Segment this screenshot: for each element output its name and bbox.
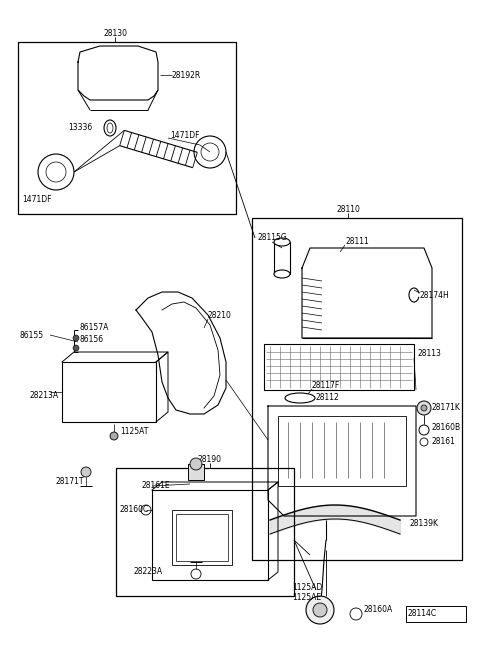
Circle shape (313, 603, 327, 617)
Text: 28213A: 28213A (30, 390, 59, 400)
Bar (406, 606, 466, 622)
Text: 86157A: 86157A (80, 323, 109, 333)
Text: 28190: 28190 (198, 455, 222, 464)
Bar (172, 510, 232, 565)
Circle shape (306, 596, 334, 624)
Text: 28115G: 28115G (258, 234, 288, 243)
Bar (264, 344, 414, 390)
Text: 13336: 13336 (68, 123, 92, 133)
Text: 28160C: 28160C (120, 506, 149, 514)
Text: 1125AE: 1125AE (292, 594, 321, 602)
Text: 28161: 28161 (432, 438, 456, 447)
Ellipse shape (274, 270, 290, 278)
Circle shape (73, 335, 79, 341)
Text: 28171K: 28171K (432, 403, 461, 413)
Circle shape (110, 432, 118, 440)
Text: 28139K: 28139K (410, 520, 439, 529)
Bar (18, 42, 236, 214)
Text: 86156: 86156 (80, 335, 104, 344)
Text: 28171T: 28171T (56, 478, 84, 487)
Circle shape (73, 345, 79, 351)
Text: 28111: 28111 (345, 237, 369, 247)
Text: 28130: 28130 (103, 30, 127, 39)
Circle shape (190, 458, 202, 470)
Circle shape (81, 467, 91, 477)
Circle shape (421, 405, 427, 411)
Bar (278, 416, 406, 486)
Text: 28160A: 28160A (364, 605, 393, 615)
Text: 1471DF: 1471DF (22, 195, 51, 205)
Text: 28110: 28110 (336, 205, 360, 215)
Bar (274, 242, 290, 274)
Circle shape (417, 401, 431, 415)
Bar (176, 514, 228, 561)
Bar (188, 464, 204, 480)
Bar (62, 362, 156, 422)
Text: 1125AT: 1125AT (120, 428, 148, 436)
Text: 28117F: 28117F (312, 382, 340, 390)
Text: 28160B: 28160B (432, 424, 461, 432)
Text: 86155: 86155 (20, 331, 44, 340)
Text: 28210: 28210 (208, 310, 232, 319)
Text: 1125AD: 1125AD (292, 583, 322, 592)
Text: 28113: 28113 (418, 350, 442, 358)
Bar (252, 218, 462, 560)
Text: 1471DF: 1471DF (170, 131, 200, 140)
Text: 28174H: 28174H (420, 291, 450, 300)
Ellipse shape (274, 238, 290, 246)
Text: 28112: 28112 (316, 392, 340, 401)
Text: 28161E: 28161E (142, 482, 170, 491)
Text: 28192R: 28192R (172, 70, 201, 79)
Text: 28223A: 28223A (134, 567, 163, 577)
Bar (152, 490, 268, 580)
Bar (116, 468, 294, 596)
Text: 28114C: 28114C (408, 609, 437, 619)
